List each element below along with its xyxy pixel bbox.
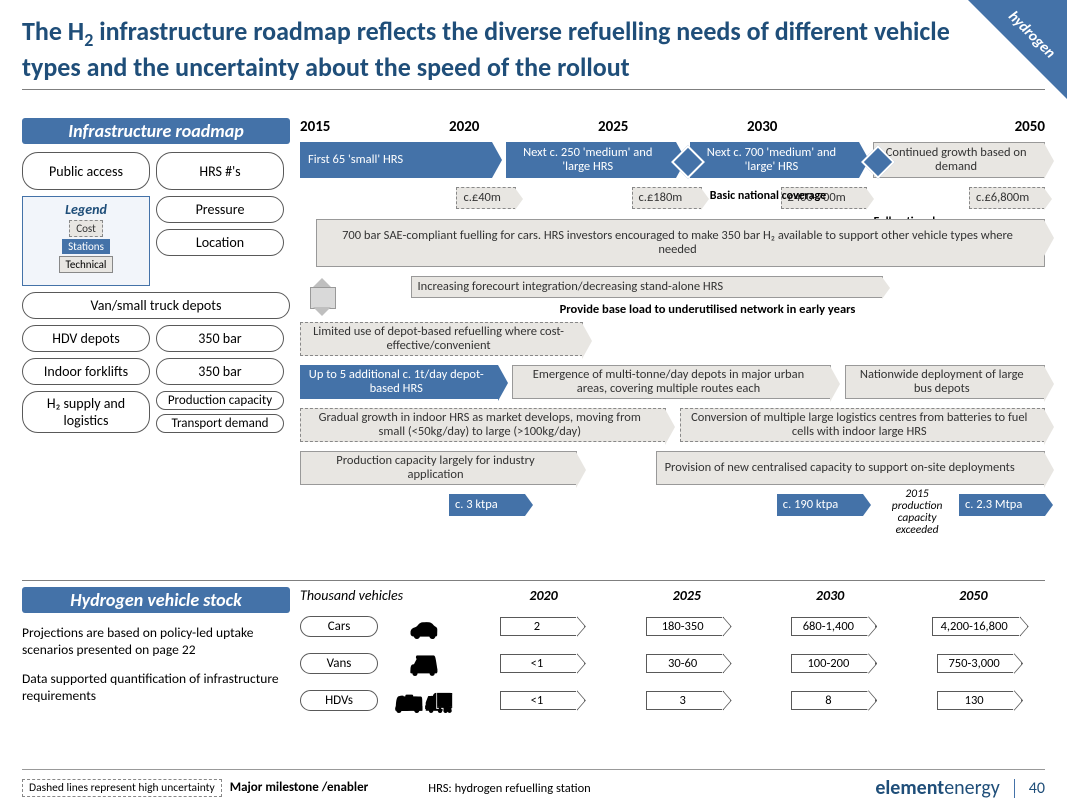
double-arrow-icon [300,284,344,310]
pill-location: Location [156,229,284,256]
vehicle-type-pill: Vans [300,653,378,674]
section-header-stock: Hydrogen vehicle stock [22,587,290,613]
dashed-note: Dashed lines represent high uncertainty [22,779,222,798]
vehicle-type-pill: Cars [300,616,378,637]
ktpa-190: c. 190 ktpa [777,494,863,516]
section-header-roadmap: Infrastructure roadmap [22,118,290,144]
pill-transport-demand: Transport demand [156,414,284,433]
stock-value: <1 [500,691,578,711]
pill-hrs-nums: HRS #'s [156,152,284,190]
stock-value: 8 [791,691,869,711]
legend-stations: Stations [62,239,110,254]
cost-6800m: c.£6,800m [969,187,1045,209]
legend-technical: Technical [59,256,114,273]
legend-box: Legend Cost Stations Technical [22,196,150,286]
slide-title: The H2 infrastructure roadmap reflects t… [22,16,1045,83]
bar-5-additional: Up to 5 additional c. 1t/day depot-based… [300,365,498,399]
stock-note-1: Projections are based on policy-led upta… [22,625,290,659]
stock-value: 30-60 [646,654,724,674]
vehicle-icon: 🚐 [386,649,462,678]
bar-next700: Next c. 700 'medium' and 'large' HRS [690,142,860,178]
pill-h2-supply: H₂ supply and logistics [22,391,150,433]
prod-capacity-note: 2015 production capacity exceeded [881,488,953,536]
pill-pressure: Pressure [156,196,284,223]
vehicle-type-pill: HDVs [300,690,378,711]
vehicle-icon: 🚌🚛 [386,686,462,715]
bar-indoor-growth: Gradual growth in indoor HRS as market d… [300,408,666,442]
mtpa-2.3: c. 2.3 Mtpa [959,494,1045,516]
legend-title: Legend [29,201,143,218]
stock-value: 180-350 [646,617,724,637]
pill-public-access: Public access [22,152,150,190]
cost-180m: c.£180m [632,187,702,209]
pill-prod-capacity: Production capacity [156,391,284,410]
divider [22,580,1045,581]
page-number: 40 [1014,779,1045,798]
stock-value: 2 [500,617,578,637]
stock-row: HDVs 🚌🚛 <1 3 8 130 [300,686,1045,715]
abbreviation-note: HRS: hydrogen refuelling station [428,781,590,796]
pill-350bar-a: 350 bar [156,325,284,352]
label-baseload: Provide base load to underutilised netwo… [370,302,1045,317]
pill-van-depots: Van/small truck depots [22,292,290,319]
footer: Dashed lines represent high uncertainty … [22,769,1045,800]
stock-value: 100-200 [791,654,869,674]
divider [22,89,1045,90]
bar-continued: Continued growth based on demand [873,142,1045,178]
pill-350bar-b: 350 bar [156,358,284,385]
bar-forecourt: Increasing forecourt integration/decreas… [411,276,884,298]
bar-limited-depot: Limited use of depot-based refuelling wh… [300,322,583,356]
stock-value: <1 [500,654,578,674]
stock-row: Vans 🚐 <1 30-60 100-200 750-3,000 [300,649,1045,678]
bar-700bar: 700 bar SAE-compliant fuelling for cars.… [316,219,1045,267]
pill-hdv-depots: HDV depots [22,325,150,352]
pill-indoor-forklifts: Indoor forklifts [22,358,150,385]
milestone-label: Major milestone /enabler [230,781,369,795]
label-basic-coverage: Basic national coverage [710,189,826,203]
bar-prod-industry: Production capacity largely for industry… [300,451,577,485]
stock-value: 680-1,400 [791,617,869,637]
stock-value: 3 [646,691,724,711]
bar-first-hrs: First 65 'small' HRS [300,142,492,178]
stock-table-header: Thousand vehicles 2020 2025 2030 2050 [300,587,1045,604]
stock-value: 130 [937,691,1015,711]
bar-nationwide-bus: Nationwide deployment of large bus depot… [845,365,1045,399]
stock-value: 750-3,000 [937,654,1015,674]
stock-value: 4,200-16,800 [932,617,1021,637]
stock-row: Cars 🚗 2 180-350 680-1,400 4,200-16,800 [300,612,1045,641]
brand-logo: elementenergy [875,776,999,800]
cost-40m: c.£40m [456,187,516,209]
stock-note-2: Data supported quantification of infrast… [22,671,290,705]
timeline-years: 2015 2020 2025 2030 2050 [300,118,1045,136]
vehicle-icon: 🚗 [386,612,462,641]
legend-cost: Cost [69,220,103,237]
ktpa-3: c. 3 ktpa [449,494,525,516]
bar-centralised-capacity: Provision of new centralised capacity to… [656,451,1045,485]
bar-next250: Next c. 250 'medium' and 'large HRS [506,142,676,178]
bar-logistics-conversion: Conversion of multiple large logistics c… [680,408,1046,442]
bar-multitonne: Emergence of multi-tonne/day depots in m… [512,365,830,399]
